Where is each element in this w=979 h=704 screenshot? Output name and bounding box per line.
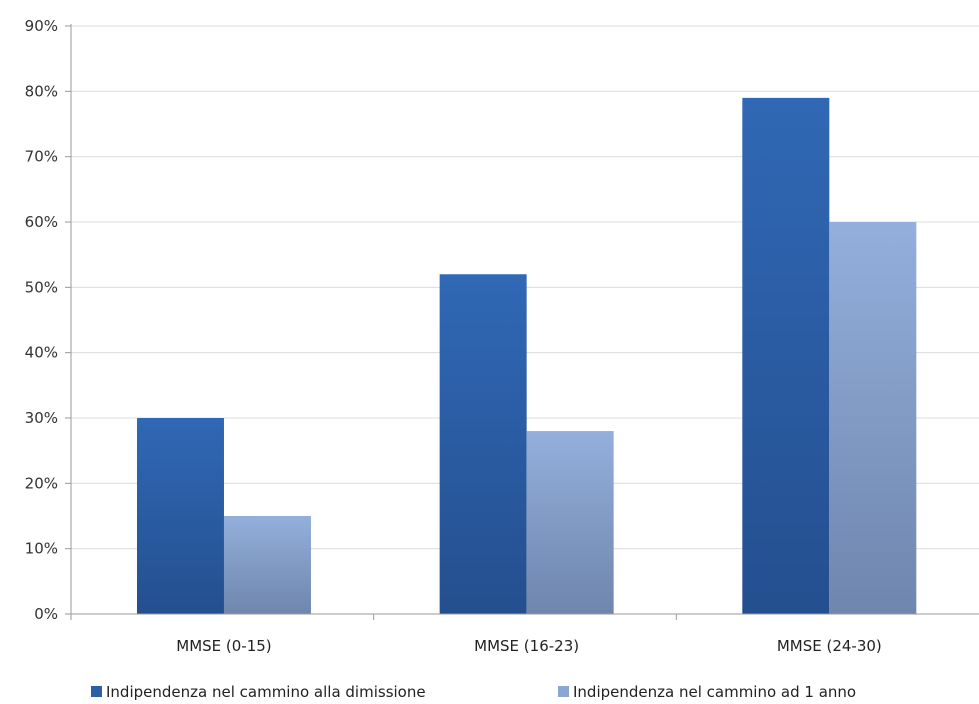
x-category-label: MMSE (0-15) xyxy=(176,637,271,655)
y-tick-label: 90% xyxy=(25,17,58,35)
y-tick-label: 70% xyxy=(25,148,58,166)
x-category-label: MMSE (24-30) xyxy=(777,637,882,655)
legend-swatch-2 xyxy=(558,686,569,697)
x-axis-category-labels: MMSE (0-15) MMSE (16-23) MMSE (24-30) xyxy=(176,637,882,655)
legend: Indipendenza nel cammino alla dimissione… xyxy=(91,683,856,701)
y-tick-label: 80% xyxy=(25,82,58,100)
y-tick-label: 30% xyxy=(25,409,58,427)
y-tick-label: 60% xyxy=(25,213,58,231)
y-tick-label: 0% xyxy=(34,605,58,623)
bar-series-1-1 xyxy=(136,418,224,614)
bars xyxy=(136,97,917,614)
bar-series-2-3 xyxy=(829,222,917,614)
axes xyxy=(65,24,979,620)
x-category-label: MMSE (16-23) xyxy=(474,637,579,655)
y-tick-label: 50% xyxy=(25,278,58,296)
bar-series-2-1 xyxy=(223,516,311,614)
bar-series-1-3 xyxy=(742,97,830,614)
bar-series-1-2 xyxy=(439,274,527,614)
legend-swatch-1 xyxy=(91,686,102,697)
y-tick-label: 40% xyxy=(25,344,58,362)
y-tick-label: 10% xyxy=(25,540,58,558)
y-tick-label: 20% xyxy=(25,474,58,492)
legend-label-1: Indipendenza nel cammino alla dimissione xyxy=(106,683,426,701)
bar-series-2-2 xyxy=(526,431,614,614)
y-axis-ticks: 0% 10% 20% 30% 40% 50% 60% 70% 80% 90% xyxy=(25,17,58,623)
legend-label-2: Indipendenza nel cammino ad 1 anno xyxy=(573,683,856,701)
